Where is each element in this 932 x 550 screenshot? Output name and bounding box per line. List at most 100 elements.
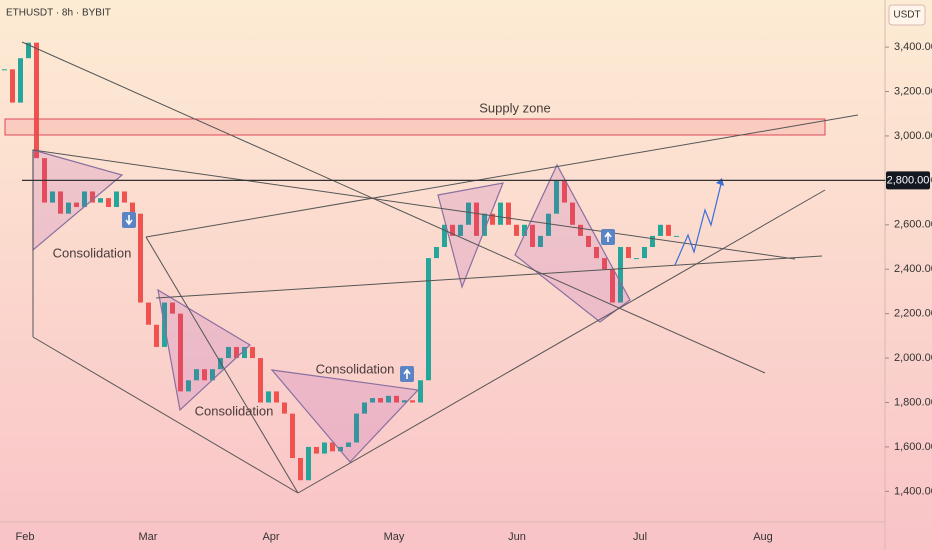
candle	[298, 458, 303, 481]
candle	[122, 191, 127, 203]
candle	[2, 69, 7, 71]
candle	[202, 369, 207, 381]
candle	[90, 191, 95, 203]
drawings: Supply zone Consolidation Consolidation …	[4, 41, 859, 494]
x-tick-label: Apr	[262, 531, 279, 543]
price-level-label: 2,800.00	[887, 174, 930, 186]
annotation: Supply zone	[479, 100, 551, 115]
candle	[250, 346, 255, 359]
candle	[650, 235, 655, 248]
candle	[306, 446, 311, 481]
x-tick-label: May	[384, 531, 405, 543]
candle	[242, 346, 247, 359]
candle	[434, 247, 439, 259]
candle	[66, 202, 71, 214]
down-arrow-glyph	[125, 215, 133, 226]
candle	[234, 346, 239, 359]
candle	[114, 191, 119, 208]
candle	[226, 346, 231, 359]
x-tick-label: Jul	[633, 531, 647, 543]
candle	[546, 213, 551, 236]
candle	[338, 446, 343, 452]
annotation: Consolidation	[316, 361, 395, 376]
y-tick-label: 1,600.00	[894, 441, 932, 453]
candle	[18, 58, 23, 103]
candle	[322, 442, 327, 454]
y-tick-label: 3,400.00	[894, 41, 932, 53]
candle	[210, 369, 215, 381]
y-tick-label: 2,000.00	[894, 352, 932, 364]
candle	[290, 413, 295, 459]
candle	[498, 202, 503, 225]
trend-line	[32, 336, 299, 494]
y-tick-label: 2,400.00	[894, 263, 932, 275]
candle	[106, 198, 111, 208]
candle	[98, 198, 103, 203]
candle	[658, 224, 663, 236]
triangle	[270, 369, 420, 463]
candle	[586, 235, 591, 248]
candle	[386, 395, 391, 403]
candle	[426, 258, 431, 381]
candle	[138, 213, 143, 303]
up-arrow-glyph	[403, 368, 411, 379]
annotation: Consolidation	[53, 245, 132, 260]
candle	[666, 224, 671, 236]
candle	[554, 180, 559, 214]
candle	[642, 247, 647, 259]
candle	[618, 247, 623, 303]
up-arrow-glyph	[604, 231, 612, 242]
candle	[330, 442, 335, 452]
currency-box	[888, 4, 926, 26]
candle	[506, 202, 511, 225]
trend-line	[32, 149, 796, 260]
price-level-box	[886, 171, 930, 190]
candle	[218, 358, 223, 370]
candle	[410, 400, 415, 403]
candle	[466, 202, 471, 225]
candle	[346, 442, 351, 447]
y-tick-label: 1,400.00	[894, 485, 932, 497]
symbol-title: ETHUSDT · 8h · BYBIT	[6, 8, 111, 19]
candle	[394, 395, 399, 403]
y-tick-label: 2,600.00	[894, 219, 932, 231]
candle	[370, 398, 375, 403]
triangle	[157, 288, 251, 412]
candle	[154, 324, 159, 347]
trend-line	[145, 114, 859, 238]
supply-zone	[4, 118, 826, 136]
y-tick-label: 1,800.00	[894, 396, 932, 408]
candle	[490, 213, 495, 225]
x-tick-label: Jun	[508, 531, 526, 543]
candle	[602, 258, 607, 270]
candle	[626, 247, 631, 259]
x-tick-label: Mar	[139, 531, 158, 543]
candle	[178, 313, 183, 392]
y-tick-label: 3,200.00	[894, 85, 932, 97]
candle	[82, 191, 87, 208]
candle	[442, 224, 447, 248]
candle	[522, 224, 527, 236]
candle	[674, 235, 679, 237]
candle	[362, 402, 367, 414]
candle	[266, 391, 271, 403]
candle	[610, 269, 615, 303]
candle	[26, 42, 31, 59]
candle	[170, 302, 175, 314]
candle	[378, 398, 383, 403]
x-tick-label: Aug	[753, 531, 773, 543]
trend-line	[21, 41, 766, 374]
candle	[146, 302, 151, 325]
candle	[258, 358, 263, 403]
candle	[482, 213, 487, 236]
candle	[514, 224, 519, 236]
candle	[538, 235, 543, 248]
x-tick-label: Feb	[16, 531, 35, 543]
candle	[530, 224, 535, 248]
candle	[50, 191, 55, 203]
candle	[194, 369, 199, 381]
candle	[634, 258, 639, 260]
y-tick-label: 3,000.00	[894, 130, 932, 142]
